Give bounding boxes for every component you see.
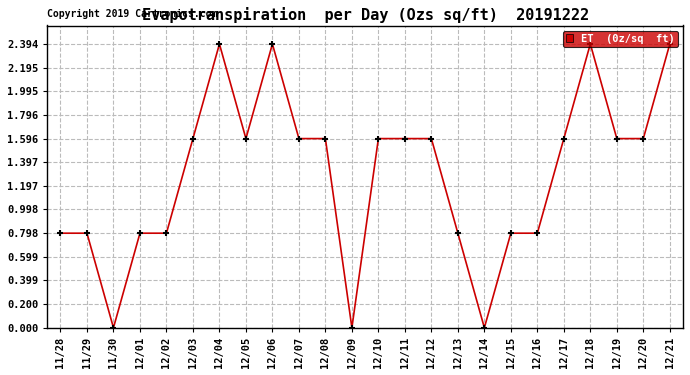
Legend: ET  (0z/sq  ft): ET (0z/sq ft)	[563, 31, 678, 47]
Text: Copyright 2019 Cartronics.com: Copyright 2019 Cartronics.com	[47, 9, 217, 20]
Title: Evapotranspiration  per Day (Ozs sq/ft)  20191222: Evapotranspiration per Day (Ozs sq/ft) 2…	[141, 7, 589, 23]
